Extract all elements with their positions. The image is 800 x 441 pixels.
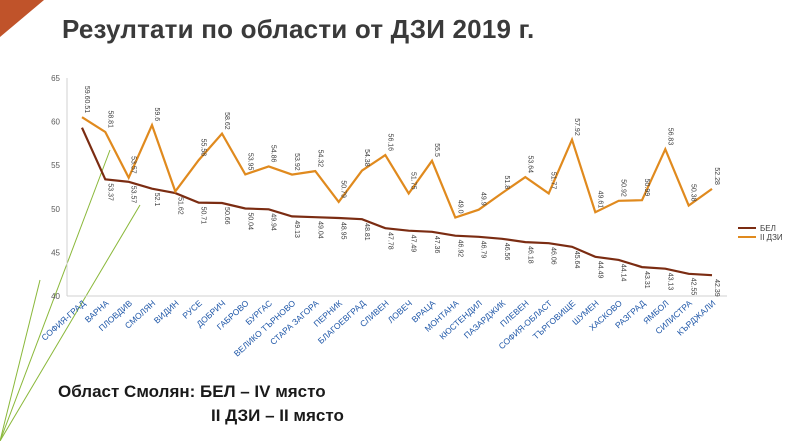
data-label: 50.92	[620, 179, 627, 197]
data-label: 54.86	[270, 145, 277, 163]
data-labels-dzi: 59.60.51 58.81 53.57 59.6 55.58 58.62 53.95 54.…	[83, 86, 720, 214]
data-label: 59.60.51	[83, 86, 90, 113]
page-title: Резултати по области от ДЗИ 2019 г.	[62, 14, 535, 44]
data-label: 48.81	[363, 223, 370, 241]
data-label: 46.56	[503, 243, 510, 261]
legend-label-dzi: II ДЗИ	[760, 233, 783, 242]
legend-label-bel: БЕЛ	[760, 224, 776, 233]
data-label: 53.64	[526, 156, 533, 174]
series-line-bel	[80, 127, 713, 277]
data-label: 42.39	[713, 279, 720, 297]
data-label: 56.16	[386, 134, 393, 152]
category-label: ВИДИН	[152, 298, 181, 325]
data-label: 49.13	[293, 220, 300, 238]
data-label: 50.79	[340, 180, 347, 198]
data-label: 57.92	[573, 118, 580, 136]
data-label: 54.38	[363, 149, 370, 167]
data-label: 53.95	[246, 153, 253, 171]
data-label: 53.37	[106, 183, 113, 201]
data-label: 58.81	[106, 110, 113, 128]
data-label: 43.13	[666, 273, 673, 291]
data-label: 49.04	[316, 221, 323, 239]
data-label: 49.94	[270, 213, 277, 231]
y-tick-label: 50	[51, 205, 60, 214]
data-label: 49.9	[480, 192, 487, 206]
data-label: 50.38	[690, 184, 697, 202]
data-label: 55.58	[200, 139, 207, 157]
data-label: 46.79	[480, 241, 487, 259]
series-line-dzi	[81, 116, 713, 219]
data-label: 51.8	[503, 175, 510, 189]
data-label: 51.77	[550, 172, 557, 190]
data-label: 54.32	[316, 150, 323, 168]
data-label: 50.04	[246, 212, 253, 230]
note-bel-rank: Област Смолян: БЕЛ – IV място	[58, 382, 326, 401]
data-label: 52.1	[153, 193, 160, 207]
legend: БЕЛ II ДЗИ	[738, 224, 783, 242]
data-label: 46.92	[456, 240, 463, 258]
category-label: СОФИЯ-ГРАД	[39, 298, 87, 343]
data-label: 59.6	[153, 107, 160, 121]
data-label: 47.36	[433, 236, 440, 254]
data-label: 42.55	[690, 278, 697, 296]
data-label: 48.95	[340, 222, 347, 240]
data-label: 51.75	[410, 172, 417, 190]
data-label: 58.62	[223, 112, 230, 130]
y-tick-labels: 65 60 55 50 45 40	[51, 74, 60, 301]
data-label: 55.5	[433, 143, 440, 157]
decorative-lines	[0, 149, 141, 441]
category-label: ЛОВЕЧ	[386, 298, 414, 325]
data-label: 46.18	[526, 246, 533, 264]
data-label: 46.06	[550, 247, 557, 265]
data-label: 44.14	[620, 264, 627, 282]
y-tick-label: 60	[51, 118, 60, 127]
y-tick-label: 65	[51, 74, 60, 83]
data-label: 47.49	[410, 235, 417, 253]
data-label: 51.62	[176, 197, 183, 215]
data-label: 50.99	[643, 179, 650, 197]
data-label: 53.57	[130, 156, 137, 174]
y-tick-label: 40	[51, 292, 60, 301]
data-label: 49.61	[596, 191, 603, 209]
data-label: 44.49	[596, 261, 603, 279]
corner-triangle	[0, 0, 44, 37]
note-dzi-rank: II ДЗИ – II място	[211, 406, 344, 425]
y-tick-label: 55	[51, 161, 60, 170]
data-label: 45.64	[573, 251, 580, 269]
data-label: 53.57	[130, 186, 137, 204]
y-tick-label: 45	[51, 248, 60, 257]
data-label: 53.92	[293, 153, 300, 171]
data-label: 56.83	[666, 128, 673, 146]
data-label: 47.78	[386, 232, 393, 250]
data-label: 43.31	[643, 271, 650, 289]
data-label: 50.71	[200, 207, 207, 225]
data-label: 52.28	[713, 167, 720, 185]
data-label: 49.0	[456, 200, 463, 214]
data-label: 50.66	[223, 207, 230, 225]
